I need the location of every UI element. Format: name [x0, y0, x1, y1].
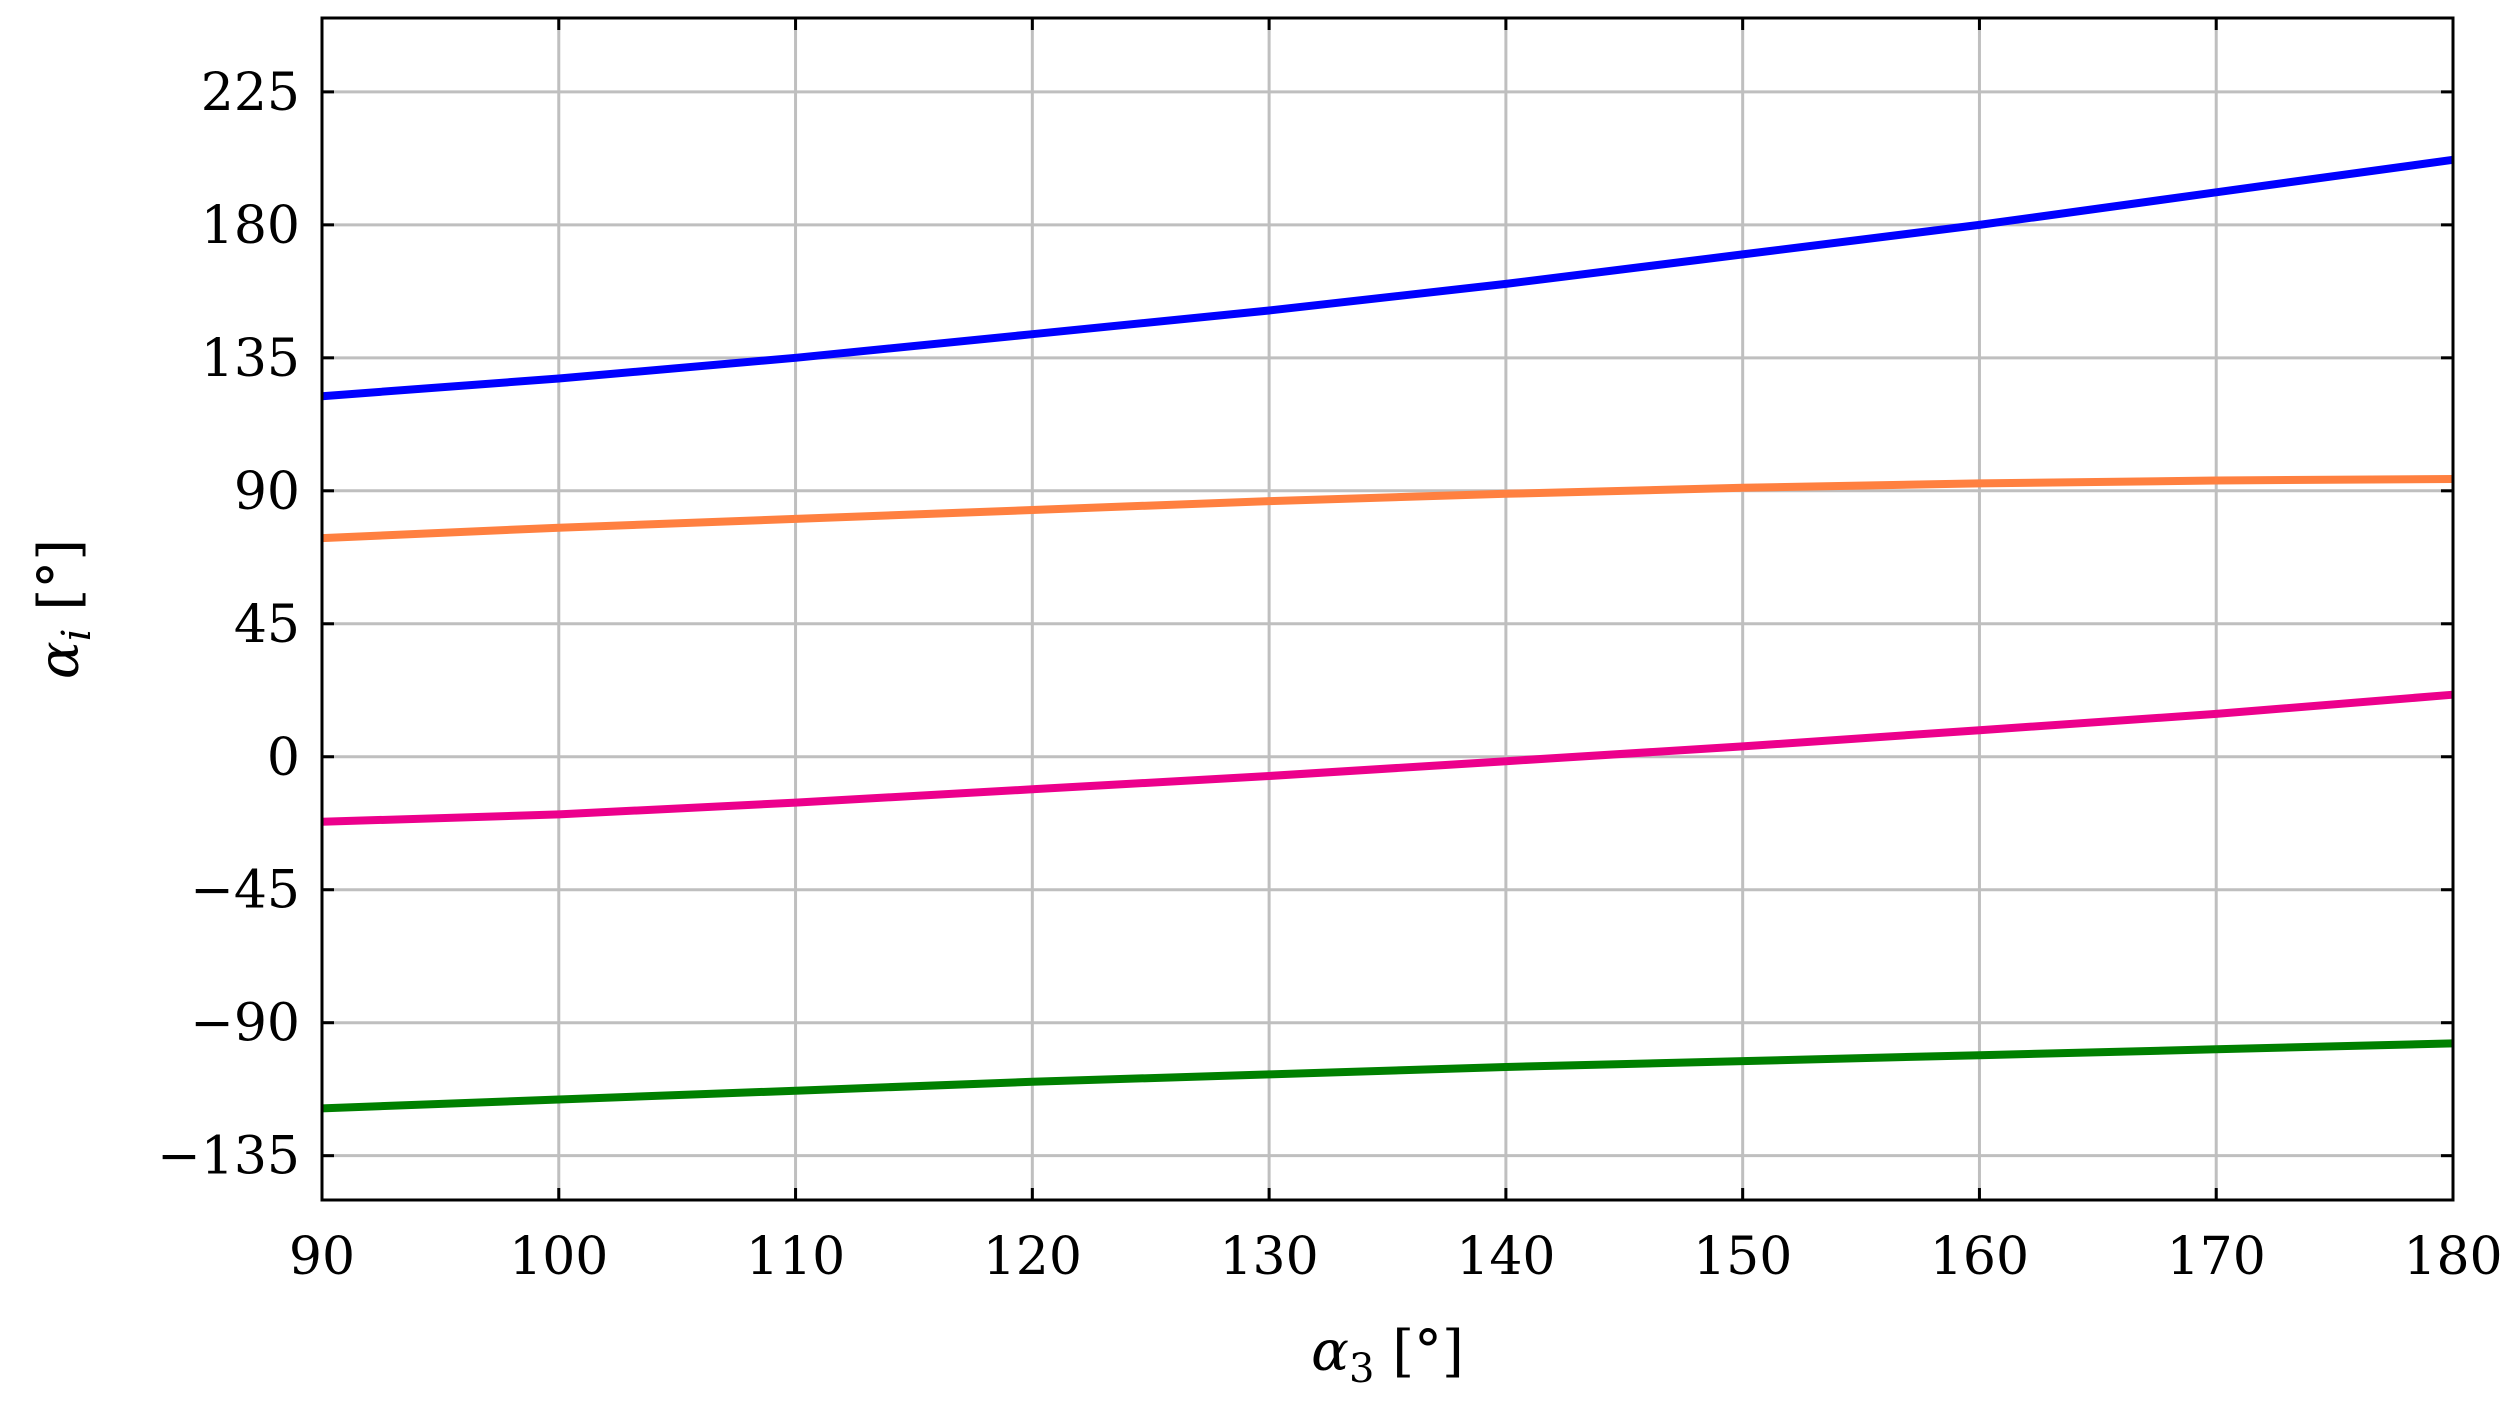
y-tick-label: 90 [234, 462, 300, 522]
series-line-4 [321, 1039, 2454, 1113]
x-tick-label: 180 [2403, 1227, 2502, 1287]
x-axis-label-symbol: α [1311, 1319, 1349, 1384]
x-axis-label: α3 [°] [1311, 1319, 1464, 1392]
series-line-3 [321, 690, 2454, 826]
y-axis-label-subscript: i [54, 628, 100, 641]
x-tick-labels: 90 100 110 120 130 140 150 160 170 180 [289, 1227, 2503, 1287]
x-tick-label: 90 [289, 1227, 355, 1287]
x-tick-label: 140 [1456, 1227, 1555, 1287]
x-axis-label-subscript: 3 [1349, 1346, 1374, 1392]
x-tick-label: 110 [746, 1227, 845, 1287]
x-tick-label: 130 [1219, 1227, 1318, 1287]
y-tick-label: −90 [190, 994, 300, 1054]
plot-frame [320, 16, 2455, 1202]
x-tick-label: 120 [983, 1227, 1082, 1287]
y-tick-label: 45 [234, 595, 300, 655]
x-tick-label: 170 [2167, 1227, 2266, 1287]
y-axis-label-unit: [°] [27, 539, 92, 629]
series-layer [321, 155, 2454, 1113]
series-line-2 [321, 475, 2454, 543]
y-tick-label: 135 [201, 329, 300, 389]
x-tick-label: 100 [509, 1227, 608, 1287]
series-line-1 [321, 155, 2454, 401]
ticks [320, 18, 2455, 1200]
y-tick-label: 225 [201, 63, 300, 123]
y-tick-label: −135 [157, 1127, 300, 1187]
y-tick-label: −45 [190, 861, 300, 921]
y-tick-label: 180 [201, 196, 300, 256]
y-axis-label-symbol: α [27, 641, 92, 679]
x-tick-label: 150 [1693, 1227, 1792, 1287]
x-tick-label: 160 [1930, 1227, 2029, 1287]
y-tick-labels: −135 −90 −45 0 45 90 135 180 225 [157, 63, 300, 1187]
y-tick-label: 0 [267, 728, 300, 788]
grid [320, 18, 2455, 1200]
x-axis-label-unit: [°] [1374, 1319, 1464, 1384]
y-axis-label: αi [°] [27, 539, 100, 679]
